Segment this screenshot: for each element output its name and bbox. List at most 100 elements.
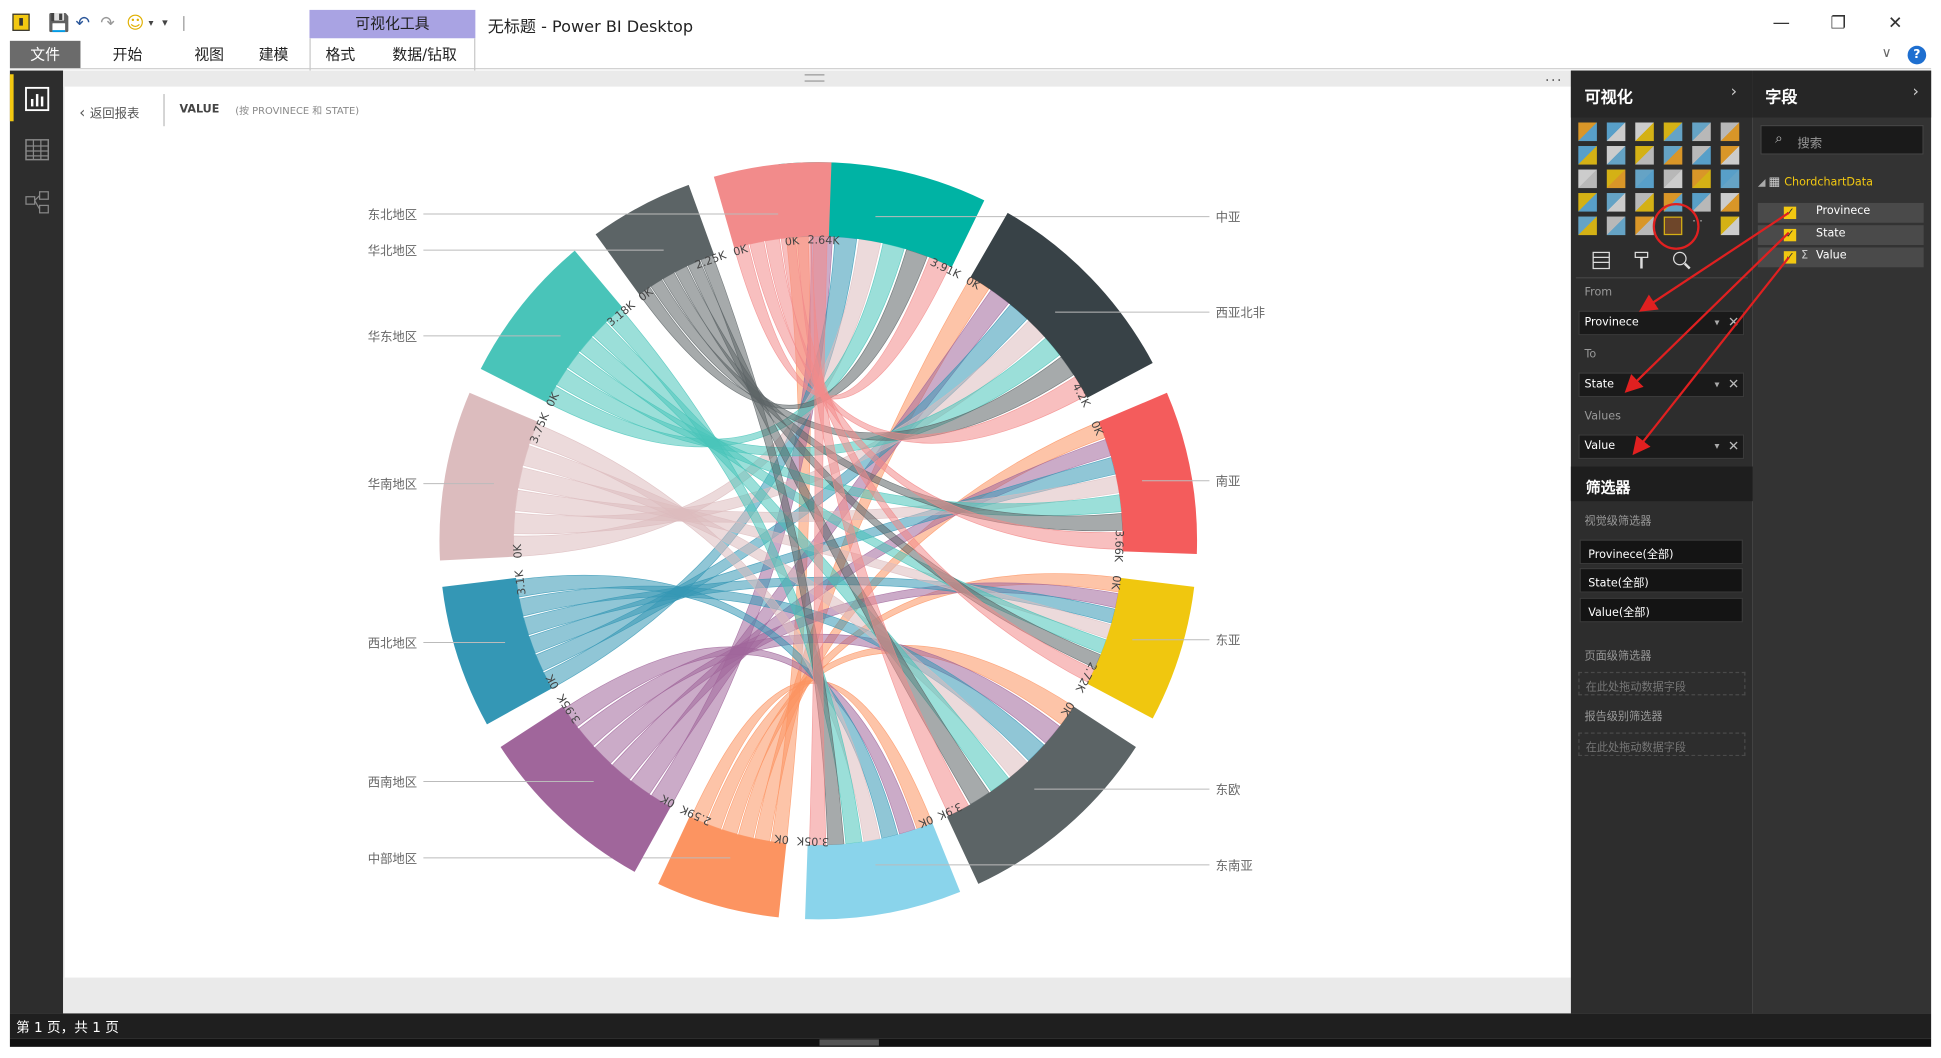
restore-button[interactable]: ❐ bbox=[1830, 13, 1847, 34]
chord-ribbons[interactable] bbox=[513, 236, 1124, 846]
collapse-fields-pane-icon[interactable]: › bbox=[1912, 82, 1919, 102]
visual-type-icon[interactable] bbox=[1692, 122, 1711, 142]
format-paint-roller-icon[interactable] bbox=[1632, 250, 1653, 271]
remove-field-icon[interactable]: ✕ bbox=[1727, 314, 1740, 331]
chord-group-arc[interactable] bbox=[480, 250, 623, 403]
chevron-down-icon[interactable]: ▾ bbox=[1714, 440, 1720, 452]
visual-type-icon[interactable] bbox=[1635, 169, 1654, 189]
visual-type-icon[interactable] bbox=[1606, 169, 1626, 189]
smiley-feedback-icon[interactable]: ☺ bbox=[126, 13, 145, 34]
minimize-button[interactable]: — bbox=[1772, 13, 1791, 34]
chord-ribbon[interactable] bbox=[529, 423, 881, 843]
fields-search-input[interactable] bbox=[1760, 124, 1924, 155]
remove-field-icon[interactable]: ✕ bbox=[1727, 438, 1740, 455]
back-to-report-button[interactable]: ‹ 返回报表 bbox=[79, 103, 139, 121]
field-row-value[interactable]: ✓ Σ Value bbox=[1757, 247, 1924, 268]
visual-type-icon[interactable] bbox=[1720, 169, 1740, 189]
visual-type-icon[interactable] bbox=[1578, 216, 1597, 236]
report-view-icon[interactable] bbox=[24, 85, 51, 112]
tab-data-drill[interactable]: 数据/钻取 bbox=[392, 45, 457, 64]
filter-card-value[interactable]: Value(全部) bbox=[1579, 597, 1743, 623]
data-view-icon[interactable] bbox=[24, 136, 51, 163]
chord-ribbon[interactable] bbox=[706, 645, 1075, 830]
visual-type-icon[interactable] bbox=[1606, 216, 1626, 236]
visual-type-icon[interactable] bbox=[1635, 122, 1654, 142]
chord-group-arc[interactable] bbox=[595, 184, 715, 295]
chord-ribbon[interactable] bbox=[690, 680, 933, 830]
customize-quick-access-icon[interactable]: ▾ bbox=[162, 17, 168, 30]
visual-type-icon[interactable] bbox=[1692, 169, 1711, 189]
visual-type-icon[interactable] bbox=[1578, 146, 1597, 165]
chord-group-arc[interactable] bbox=[970, 212, 1153, 398]
visual-type-icon[interactable] bbox=[1578, 193, 1597, 212]
chord-ribbon[interactable] bbox=[606, 308, 863, 845]
redo-icon[interactable]: ↷ bbox=[100, 13, 115, 34]
chevron-down-icon[interactable]: ▾ bbox=[1714, 316, 1720, 328]
to-field-well[interactable]: State ▾ ✕ bbox=[1578, 372, 1745, 398]
chord-group-arc[interactable] bbox=[500, 706, 671, 872]
chord-group-arc[interactable] bbox=[442, 577, 552, 725]
chord-ribbon[interactable] bbox=[721, 573, 1121, 835]
chord-chart[interactable]: 中亚0K3.91K西亚北非0K4.2K南亚0K3.66K东亚0K2.72K东欧0… bbox=[64, 124, 1569, 975]
from-field-well[interactable]: Provinece ▾ ✕ bbox=[1578, 310, 1745, 336]
chord-group-arc[interactable] bbox=[1098, 392, 1198, 554]
relationship-view-icon[interactable] bbox=[24, 189, 51, 216]
tab-home[interactable]: 开始 bbox=[112, 45, 143, 64]
undo-icon[interactable]: ↶ bbox=[75, 13, 91, 34]
chord-group-arc[interactable] bbox=[713, 162, 832, 249]
chord-group-arc[interactable] bbox=[805, 822, 961, 920]
chord-chart-visual-icon[interactable] bbox=[1663, 216, 1683, 236]
collapse-ribbon-icon[interactable]: ∨ bbox=[1881, 44, 1892, 61]
chevron-down-icon[interactable]: ▾ bbox=[148, 17, 154, 29]
visual-type-icon[interactable] bbox=[1578, 169, 1597, 189]
chord-group-arc[interactable] bbox=[439, 392, 538, 561]
visual-type-icon[interactable] bbox=[1663, 146, 1683, 165]
values-field-well[interactable]: Value ▾ ✕ bbox=[1578, 434, 1745, 460]
filter-card-state[interactable]: State(全部) bbox=[1579, 567, 1743, 593]
tab-file[interactable]: 文件 bbox=[9, 40, 81, 69]
analytics-magnifier-icon[interactable] bbox=[1671, 250, 1692, 271]
visual-type-icon[interactable] bbox=[1663, 193, 1683, 212]
visual-type-icon[interactable] bbox=[1692, 146, 1711, 165]
table-node-chordchartdata[interactable]: ◢ ▦ ChordchartData bbox=[1758, 176, 1873, 190]
visual-type-icon[interactable] bbox=[1720, 146, 1740, 165]
tab-view[interactable]: 视图 bbox=[194, 45, 225, 64]
visual-type-icon[interactable] bbox=[1606, 146, 1626, 165]
visual-type-icon[interactable] bbox=[1635, 216, 1654, 236]
visual-type-icon[interactable] bbox=[1635, 146, 1654, 165]
visual-type-icon[interactable] bbox=[1720, 193, 1740, 212]
close-button[interactable]: ✕ bbox=[1887, 13, 1903, 34]
tab-format[interactable]: 格式 bbox=[325, 45, 356, 64]
checkbox-checked-icon[interactable]: ✓ bbox=[1783, 206, 1797, 220]
visual-type-icon[interactable] bbox=[1606, 193, 1626, 212]
visual-type-icon[interactable] bbox=[1635, 193, 1654, 212]
help-icon[interactable]: ? bbox=[1907, 45, 1927, 65]
remove-field-icon[interactable]: ✕ bbox=[1727, 376, 1740, 393]
chord-group-arc[interactable] bbox=[946, 706, 1136, 884]
more-options-icon[interactable]: ··· bbox=[1544, 71, 1563, 90]
report-filter-drop-zone[interactable]: 在此处拖动数据字段 bbox=[1578, 732, 1746, 757]
visual-type-icon[interactable] bbox=[1692, 193, 1711, 212]
collapse-viz-pane-icon[interactable]: › bbox=[1730, 82, 1738, 102]
visual-type-icon[interactable] bbox=[1606, 122, 1626, 142]
checkbox-checked-icon[interactable]: ✓ bbox=[1783, 228, 1797, 242]
field-row-provinece[interactable]: ✓ Provinece bbox=[1757, 202, 1924, 223]
chord-group-arc[interactable] bbox=[658, 816, 787, 918]
expand-triangle-icon[interactable]: ◢ bbox=[1757, 176, 1769, 189]
chevron-down-icon[interactable]: ▾ bbox=[1714, 378, 1720, 390]
chord-group-arc[interactable] bbox=[1087, 577, 1195, 719]
field-row-state[interactable]: ✓ State bbox=[1757, 225, 1924, 246]
chord-ribbon[interactable] bbox=[515, 574, 899, 839]
visual-type-icon[interactable] bbox=[1720, 122, 1740, 142]
visual-type-icon[interactable] bbox=[1720, 216, 1740, 236]
visual-type-icon[interactable] bbox=[1578, 122, 1597, 142]
chord-ribbon[interactable] bbox=[563, 646, 916, 835]
drag-handle[interactable] bbox=[804, 74, 825, 82]
tab-modeling[interactable]: 建模 bbox=[258, 45, 289, 64]
visual-type-icon[interactable] bbox=[1663, 169, 1683, 189]
fields-well-icon[interactable] bbox=[1591, 250, 1612, 271]
save-icon[interactable]: 💾 bbox=[48, 13, 70, 34]
horizontal-scrollbar[interactable] bbox=[819, 1039, 879, 1046]
filter-card-provinece[interactable]: Provinece(全部) bbox=[1579, 539, 1743, 565]
page-filter-drop-zone[interactable]: 在此处拖动数据字段 bbox=[1578, 671, 1746, 696]
